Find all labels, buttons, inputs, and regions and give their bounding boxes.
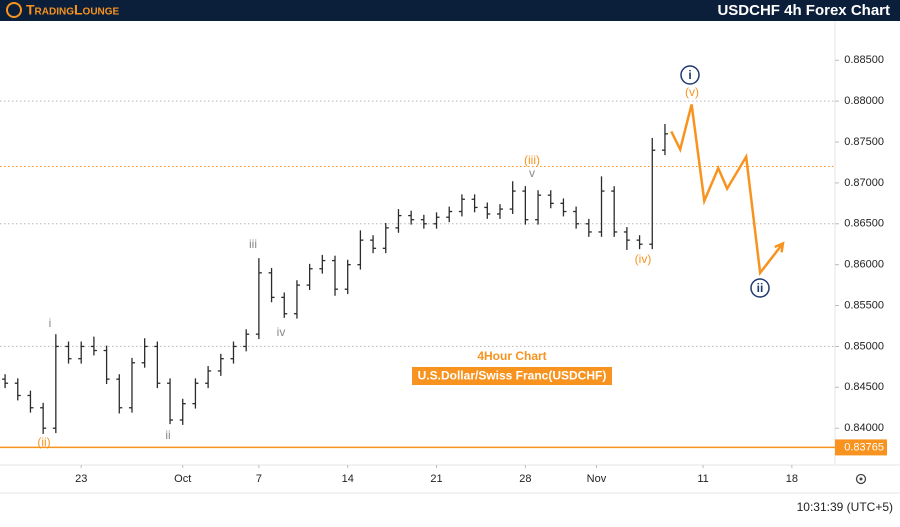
x-tick-label: Nov bbox=[587, 473, 607, 485]
header-title: USDCHF 4h Forex Chart bbox=[717, 2, 890, 19]
projection-arrowhead bbox=[774, 241, 785, 253]
wave-label: (v) bbox=[685, 85, 699, 99]
wave-label: i bbox=[688, 68, 691, 82]
y-tick-label: 0.88500 bbox=[844, 54, 884, 66]
wave-label: iv bbox=[277, 325, 286, 339]
wave-label: (iii) bbox=[524, 153, 540, 167]
y-tick-label: 0.86500 bbox=[844, 218, 884, 230]
settings-icon-dot bbox=[859, 477, 863, 481]
y-tick-label: 0.85500 bbox=[844, 299, 884, 311]
wave-label: ii bbox=[165, 428, 170, 442]
logo: TradingLounge bbox=[26, 2, 120, 18]
x-tick-label: 7 bbox=[256, 473, 262, 485]
x-tick-label: Oct bbox=[174, 473, 191, 485]
y-tick-label: 0.84000 bbox=[844, 422, 884, 434]
wave-label: ii bbox=[757, 281, 764, 295]
y-tick-label: 0.86000 bbox=[844, 259, 884, 271]
settings-icon[interactable] bbox=[855, 473, 867, 485]
title-box bbox=[412, 367, 612, 385]
header-bar bbox=[0, 0, 900, 21]
x-tick-label: 18 bbox=[786, 473, 798, 485]
wave-circle bbox=[680, 65, 700, 85]
y-tick-label: 0.85000 bbox=[844, 340, 884, 352]
wave-label: (ii) bbox=[37, 435, 50, 449]
y-tick-label: 0.87000 bbox=[844, 177, 884, 189]
x-tick-label: 23 bbox=[75, 473, 87, 485]
price-tag-box bbox=[835, 439, 887, 456]
chart-title: U.S.Dollar/Swiss Franc(USDCHF) bbox=[418, 369, 607, 383]
wave-label: (iv) bbox=[635, 252, 652, 266]
logo-icon bbox=[6, 2, 22, 18]
chart-subtitle: 4Hour Chart bbox=[477, 349, 546, 363]
x-tick-label: 14 bbox=[342, 473, 354, 485]
projection-path bbox=[670, 104, 784, 277]
clock: 10:31:39 (UTC+5) bbox=[797, 500, 893, 514]
wave-label: iii bbox=[249, 237, 257, 251]
y-tick-label: 0.84500 bbox=[844, 381, 884, 393]
x-tick-label: 28 bbox=[519, 473, 531, 485]
x-tick-label: 21 bbox=[430, 473, 442, 485]
wave-circle bbox=[750, 278, 770, 298]
y-tick-label: 0.88000 bbox=[844, 95, 884, 107]
x-tick-label: 11 bbox=[697, 473, 708, 485]
wave-label: i bbox=[49, 316, 52, 330]
price-tag: 0.83765 bbox=[844, 441, 884, 453]
wave-label: v bbox=[529, 166, 535, 180]
y-tick-label: 0.87500 bbox=[844, 136, 884, 148]
